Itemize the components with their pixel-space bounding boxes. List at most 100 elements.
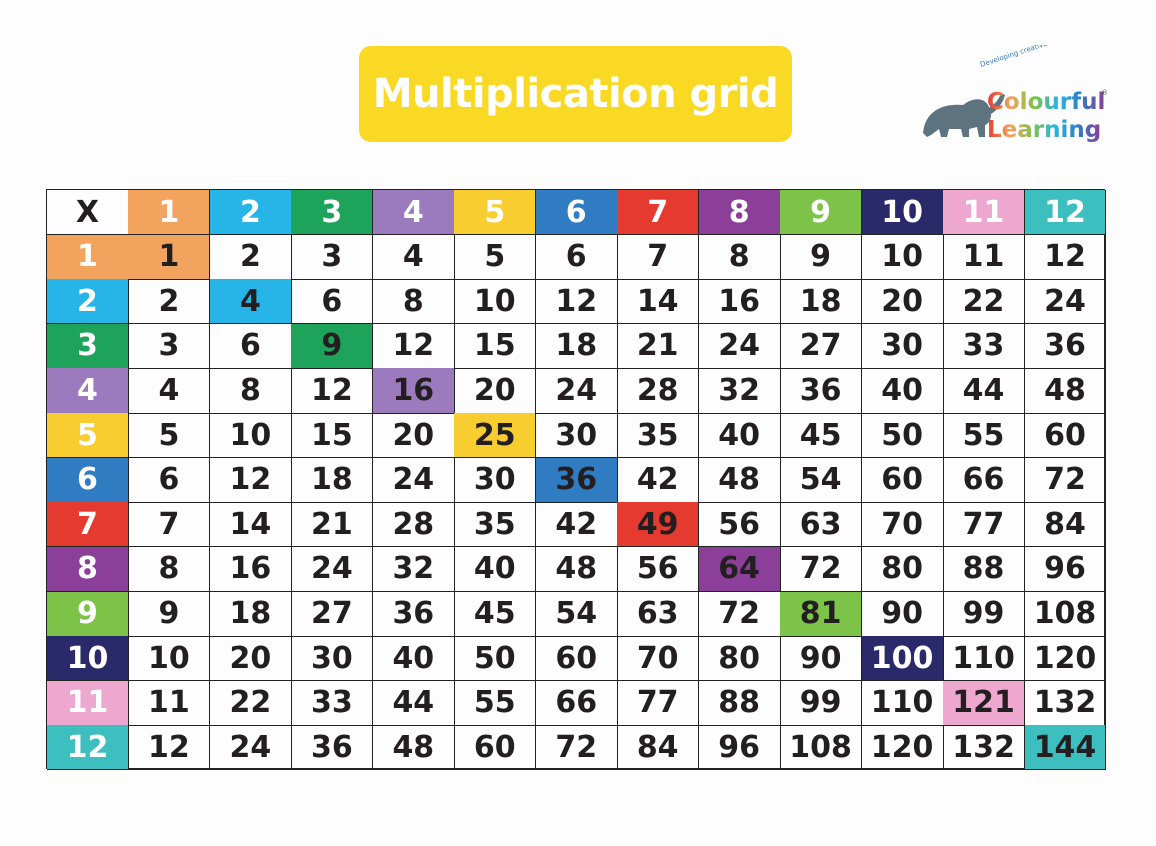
product-cell: 16: [209, 546, 292, 593]
product-cell: 7: [617, 234, 700, 280]
product-cell: 10: [128, 636, 211, 682]
product-cell: 2: [128, 279, 211, 325]
row-header-cell: 7: [47, 502, 129, 548]
product-cell: 8: [128, 546, 211, 593]
header-cell: X: [47, 190, 129, 236]
product-cell: 18: [535, 323, 618, 369]
product-cell: 24: [1024, 279, 1107, 325]
header-cell: 6: [535, 190, 618, 236]
product-cell: 99: [780, 680, 863, 726]
logo: Developing creative minds begins with Co…: [923, 45, 1111, 143]
product-cell: 22: [943, 279, 1026, 325]
row-header-cell: 10: [47, 636, 129, 682]
product-cell: 25: [454, 413, 537, 459]
product-cell: 44: [372, 680, 455, 726]
header-cell: 8: [698, 190, 781, 236]
product-cell: 15: [291, 413, 374, 459]
product-cell: 9: [291, 323, 374, 369]
row-header-cell: 11: [47, 680, 129, 726]
product-cell: 84: [1024, 502, 1107, 548]
row-header-cell: 6: [47, 457, 129, 503]
product-cell: 14: [617, 279, 700, 325]
product-cell: 60: [1024, 413, 1107, 459]
product-cell: 100: [861, 636, 944, 682]
product-cell: 49: [617, 502, 700, 548]
header-cell: 1: [128, 190, 211, 236]
row-header-cell: 1: [47, 234, 129, 280]
product-cell: 35: [617, 413, 700, 459]
product-cell: 6: [535, 234, 618, 280]
header-cell: 12: [1024, 190, 1107, 236]
registered-mark: ®: [1101, 89, 1108, 97]
product-cell: 120: [1024, 636, 1107, 682]
product-cell: 30: [454, 457, 537, 503]
product-cell: 28: [617, 368, 700, 414]
product-cell: 27: [291, 591, 374, 637]
product-cell: 63: [780, 502, 863, 548]
product-cell: 18: [780, 279, 863, 325]
product-cell: 12: [535, 279, 618, 325]
header-cell: 3: [291, 190, 374, 236]
product-cell: 72: [698, 591, 781, 637]
product-cell: 30: [861, 323, 944, 369]
product-cell: 90: [780, 636, 863, 682]
product-cell: 12: [291, 368, 374, 414]
product-cell: 77: [617, 680, 700, 726]
product-cell: 24: [291, 546, 374, 593]
product-cell: 32: [698, 368, 781, 414]
row-header-cell: 5: [47, 413, 129, 459]
product-cell: 36: [372, 591, 455, 637]
product-cell: 48: [372, 725, 455, 771]
product-cell: 11: [128, 680, 211, 726]
product-cell: 36: [1024, 323, 1107, 369]
product-cell: 10: [454, 279, 537, 325]
product-cell: 54: [780, 457, 863, 503]
product-cell: 16: [372, 368, 455, 414]
row-header-cell: 12: [47, 725, 129, 771]
product-cell: 72: [780, 546, 863, 593]
product-cell: 4: [372, 234, 455, 280]
product-cell: 50: [861, 413, 944, 459]
product-cell: 70: [617, 636, 700, 682]
product-cell: 80: [861, 546, 944, 593]
product-cell: 96: [698, 725, 781, 771]
product-cell: 2: [209, 234, 292, 280]
product-cell: 6: [291, 279, 374, 325]
product-cell: 12: [372, 323, 455, 369]
header-cell: 9: [780, 190, 863, 236]
product-cell: 55: [943, 413, 1026, 459]
product-cell: 88: [943, 546, 1026, 593]
product-cell: 24: [535, 368, 618, 414]
multiplication-table: X 1 2 3 4 5 6 7 8 9 10 11 12 1 1 2 3 4 5 6 7 8 9 10 11 12 2 2 4 6 8 10 1…: [46, 189, 1107, 771]
row-header-cell: 4: [47, 368, 129, 414]
product-cell: 18: [209, 591, 292, 637]
product-cell: 20: [372, 413, 455, 459]
product-cell: 120: [861, 725, 944, 771]
product-cell: 14: [209, 502, 292, 548]
header-cell: 5: [454, 190, 537, 236]
logo-name: Colourful: [987, 89, 1105, 115]
product-cell: 9: [128, 591, 211, 637]
product-cell: 60: [535, 636, 618, 682]
product-cell: 4: [128, 368, 211, 414]
product-cell: 35: [454, 502, 537, 548]
product-cell: 81: [780, 591, 863, 637]
product-cell: 63: [617, 591, 700, 637]
product-cell: 56: [617, 546, 700, 593]
product-cell: 54: [535, 591, 618, 637]
product-cell: 16: [698, 279, 781, 325]
product-cell: 7: [128, 502, 211, 548]
product-cell: 64: [698, 546, 781, 593]
product-cell: 11: [943, 234, 1026, 280]
product-cell: 36: [535, 457, 618, 503]
header-cell: 7: [617, 190, 700, 236]
product-cell: 20: [454, 368, 537, 414]
product-cell: 77: [943, 502, 1026, 548]
product-cell: 30: [291, 636, 374, 682]
product-cell: 8: [209, 368, 292, 414]
product-cell: 48: [535, 546, 618, 593]
product-cell: 66: [943, 457, 1026, 503]
header-cell: 2: [209, 190, 292, 236]
product-cell: 8: [372, 279, 455, 325]
product-cell: 121: [943, 680, 1026, 726]
